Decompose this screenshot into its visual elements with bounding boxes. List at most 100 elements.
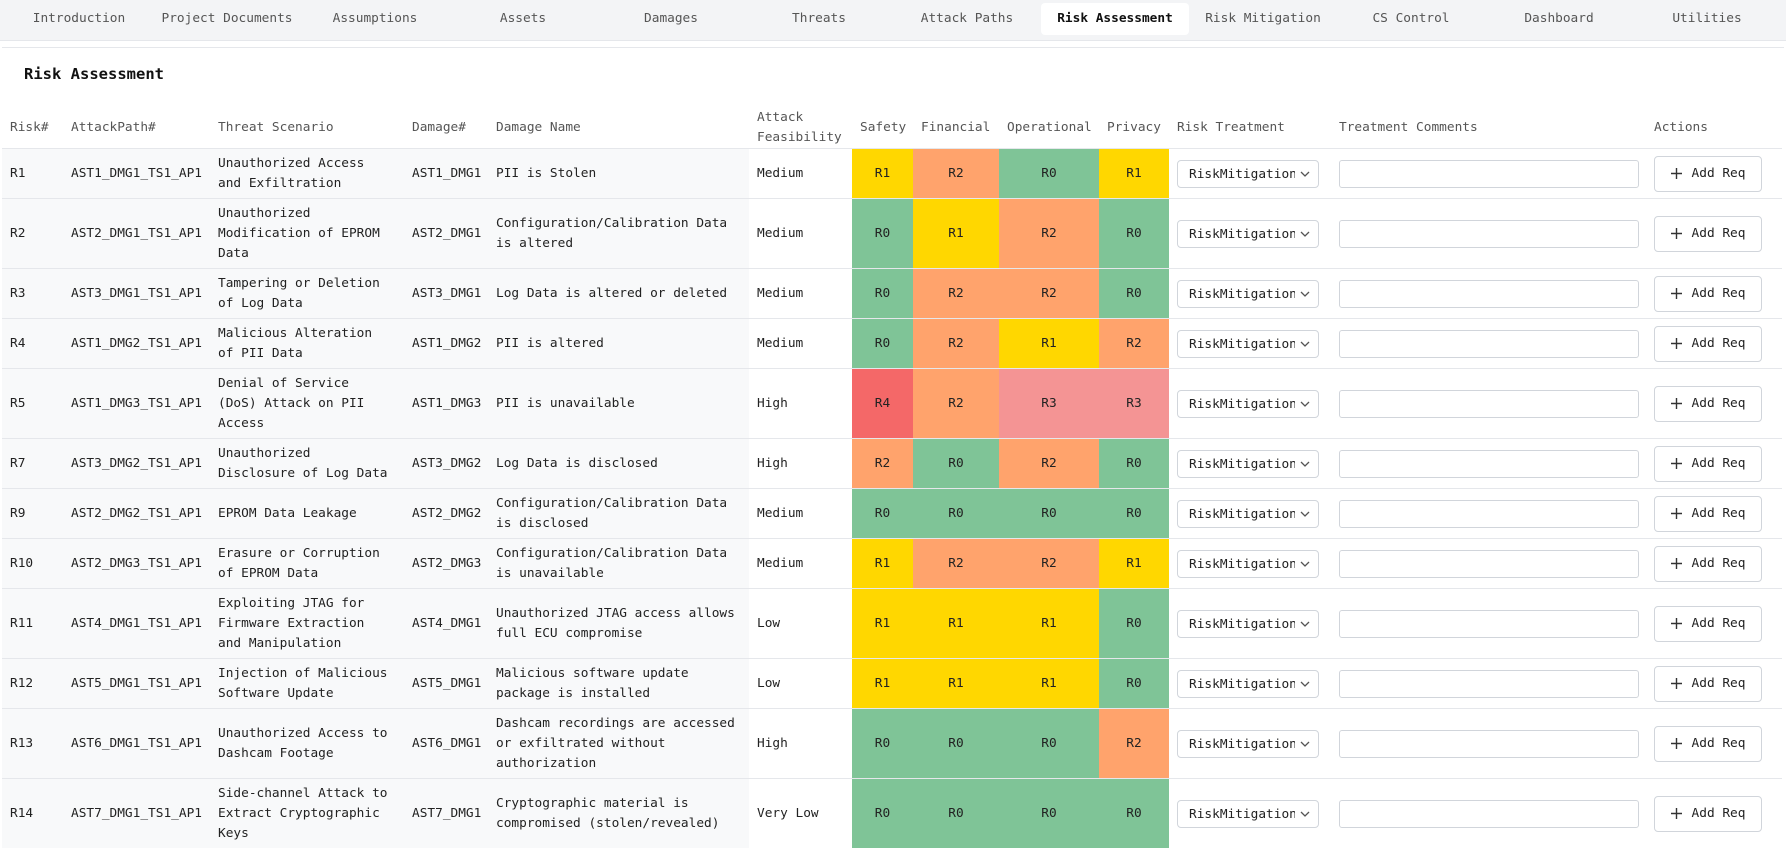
button-label: Add Req bbox=[1692, 284, 1746, 304]
cell-actions: Add Req bbox=[1646, 199, 1782, 269]
cell-treatment: RiskMitigation bbox=[1169, 269, 1331, 319]
comment-input[interactable] bbox=[1339, 450, 1639, 478]
tab[interactable]: Risk Assessment bbox=[1041, 3, 1189, 35]
treatment-select[interactable]: RiskMitigation bbox=[1177, 450, 1319, 478]
tab[interactable]: Assets bbox=[449, 3, 597, 35]
add-req-button[interactable]: Add Req bbox=[1654, 796, 1762, 832]
cell-comments bbox=[1331, 489, 1646, 539]
comment-input[interactable] bbox=[1339, 800, 1639, 828]
plus-icon bbox=[1671, 398, 1682, 409]
select-value: RiskMitigation bbox=[1189, 335, 1295, 355]
cell-actions: Add Req bbox=[1646, 149, 1782, 199]
treatment-select[interactable]: RiskMitigation bbox=[1177, 610, 1319, 638]
cell-attack-path: AST3_DMG1_TS1_AP1 bbox=[63, 269, 210, 319]
risk-level: R1 bbox=[852, 589, 913, 659]
risk-level: R2 bbox=[852, 439, 913, 489]
tab[interactable]: Threats bbox=[745, 3, 893, 35]
column-header: Risk# bbox=[2, 108, 63, 149]
cell-damage-name: PII is unavailable bbox=[488, 369, 749, 439]
risk-level: R0 bbox=[1099, 439, 1169, 489]
comment-input[interactable] bbox=[1339, 220, 1639, 248]
cell-attack-path: AST6_DMG1_TS1_AP1 bbox=[63, 709, 210, 779]
add-req-button[interactable]: Add Req bbox=[1654, 156, 1762, 192]
add-req-button[interactable]: Add Req bbox=[1654, 726, 1762, 762]
comment-input[interactable] bbox=[1339, 280, 1639, 308]
comment-input[interactable] bbox=[1339, 330, 1639, 358]
tab[interactable]: Risk Mitigation bbox=[1189, 3, 1337, 35]
chevron bbox=[1300, 511, 1310, 518]
add-req-button[interactable]: Add Req bbox=[1654, 216, 1762, 252]
chevron bbox=[1300, 811, 1310, 818]
plus-icon bbox=[1671, 558, 1682, 569]
cell-threat: Exploiting JTAG for Firmware Extraction … bbox=[210, 589, 404, 659]
add-req-button[interactable]: Add Req bbox=[1654, 386, 1762, 422]
cell-treatment: RiskMitigation bbox=[1169, 199, 1331, 269]
add-req-button[interactable]: Add Req bbox=[1654, 546, 1762, 582]
treatment-select[interactable]: RiskMitigation bbox=[1177, 390, 1319, 418]
cell-damage: AST6_DMG1 bbox=[404, 709, 488, 779]
risk-level: R1 bbox=[913, 199, 999, 269]
tab[interactable]: Damages bbox=[597, 3, 745, 35]
add-req-button[interactable]: Add Req bbox=[1654, 606, 1762, 642]
cell-attack-path: AST1_DMG1_TS1_AP1 bbox=[63, 149, 210, 199]
cell-attack-path: AST1_DMG3_TS1_AP1 bbox=[63, 369, 210, 439]
cell-damage-name: PII is altered bbox=[488, 319, 749, 369]
treatment-select[interactable]: RiskMitigation bbox=[1177, 160, 1319, 188]
tab[interactable]: Utilities bbox=[1633, 3, 1781, 35]
risk-level: R4 bbox=[852, 369, 913, 439]
add-req-button[interactable]: Add Req bbox=[1654, 666, 1762, 702]
comment-input[interactable] bbox=[1339, 500, 1639, 528]
cell-damage-name: Log Data is altered or deleted bbox=[488, 269, 749, 319]
treatment-select[interactable]: RiskMitigation bbox=[1177, 500, 1319, 528]
cell-attack-path: AST7_DMG1_TS1_AP1 bbox=[63, 779, 210, 848]
comment-input[interactable] bbox=[1339, 670, 1639, 698]
cell-risk: R13 bbox=[2, 709, 63, 779]
plus-icon bbox=[1671, 808, 1682, 819]
comment-input[interactable] bbox=[1339, 390, 1639, 418]
cell-comments bbox=[1331, 659, 1646, 709]
add-req-button[interactable]: Add Req bbox=[1654, 496, 1762, 532]
tab[interactable]: Introduction bbox=[5, 3, 153, 35]
risk-level: R1 bbox=[852, 539, 913, 589]
cell-damage: AST2_DMG3 bbox=[404, 539, 488, 589]
cell-feasibility: Medium bbox=[749, 199, 852, 269]
tab[interactable]: CS Control bbox=[1337, 3, 1485, 35]
add-req-button[interactable]: Add Req bbox=[1654, 326, 1762, 362]
risk-level: R0 bbox=[852, 709, 913, 779]
cell-treatment: RiskMitigation bbox=[1169, 659, 1331, 709]
treatment-select[interactable]: RiskMitigation bbox=[1177, 730, 1319, 758]
comment-input[interactable] bbox=[1339, 610, 1639, 638]
cell-risk: R9 bbox=[2, 489, 63, 539]
treatment-select[interactable]: RiskMitigation bbox=[1177, 220, 1319, 248]
treatment-select[interactable]: RiskMitigation bbox=[1177, 670, 1319, 698]
treatment-select[interactable]: RiskMitigation bbox=[1177, 550, 1319, 578]
risk-level: R0 bbox=[852, 199, 913, 269]
cell-actions: Add Req bbox=[1646, 779, 1782, 848]
add-req-button[interactable]: Add Req bbox=[1654, 446, 1762, 482]
cell-threat: Unauthorized Access and Exfiltration bbox=[210, 149, 404, 199]
cell-threat: Unauthorized Modification of EPROM Data bbox=[210, 199, 404, 269]
treatment-select[interactable]: RiskMitigation bbox=[1177, 280, 1319, 308]
treatment-select[interactable]: RiskMitigation bbox=[1177, 800, 1319, 828]
cell-feasibility: Low bbox=[749, 659, 852, 709]
cell-feasibility: High bbox=[749, 709, 852, 779]
tab[interactable]: Dashboard bbox=[1485, 3, 1633, 35]
tab[interactable]: Assumptions bbox=[301, 3, 449, 35]
plus-icon bbox=[1671, 288, 1682, 299]
chevron bbox=[1300, 171, 1310, 178]
add-req-button[interactable]: Add Req bbox=[1654, 276, 1762, 312]
comment-input[interactable] bbox=[1339, 730, 1639, 758]
cell-comments bbox=[1331, 369, 1646, 439]
cell-damage: AST3_DMG2 bbox=[404, 439, 488, 489]
comment-input[interactable] bbox=[1339, 160, 1639, 188]
cell-treatment: RiskMitigation bbox=[1169, 589, 1331, 659]
treatment-select[interactable]: RiskMitigation bbox=[1177, 330, 1319, 358]
tab[interactable]: Attack Paths bbox=[893, 3, 1041, 35]
tab[interactable]: Project Documents bbox=[153, 3, 301, 35]
risk-level: R1 bbox=[852, 149, 913, 199]
risk-level: R0 bbox=[852, 489, 913, 539]
comment-input[interactable] bbox=[1339, 550, 1639, 578]
